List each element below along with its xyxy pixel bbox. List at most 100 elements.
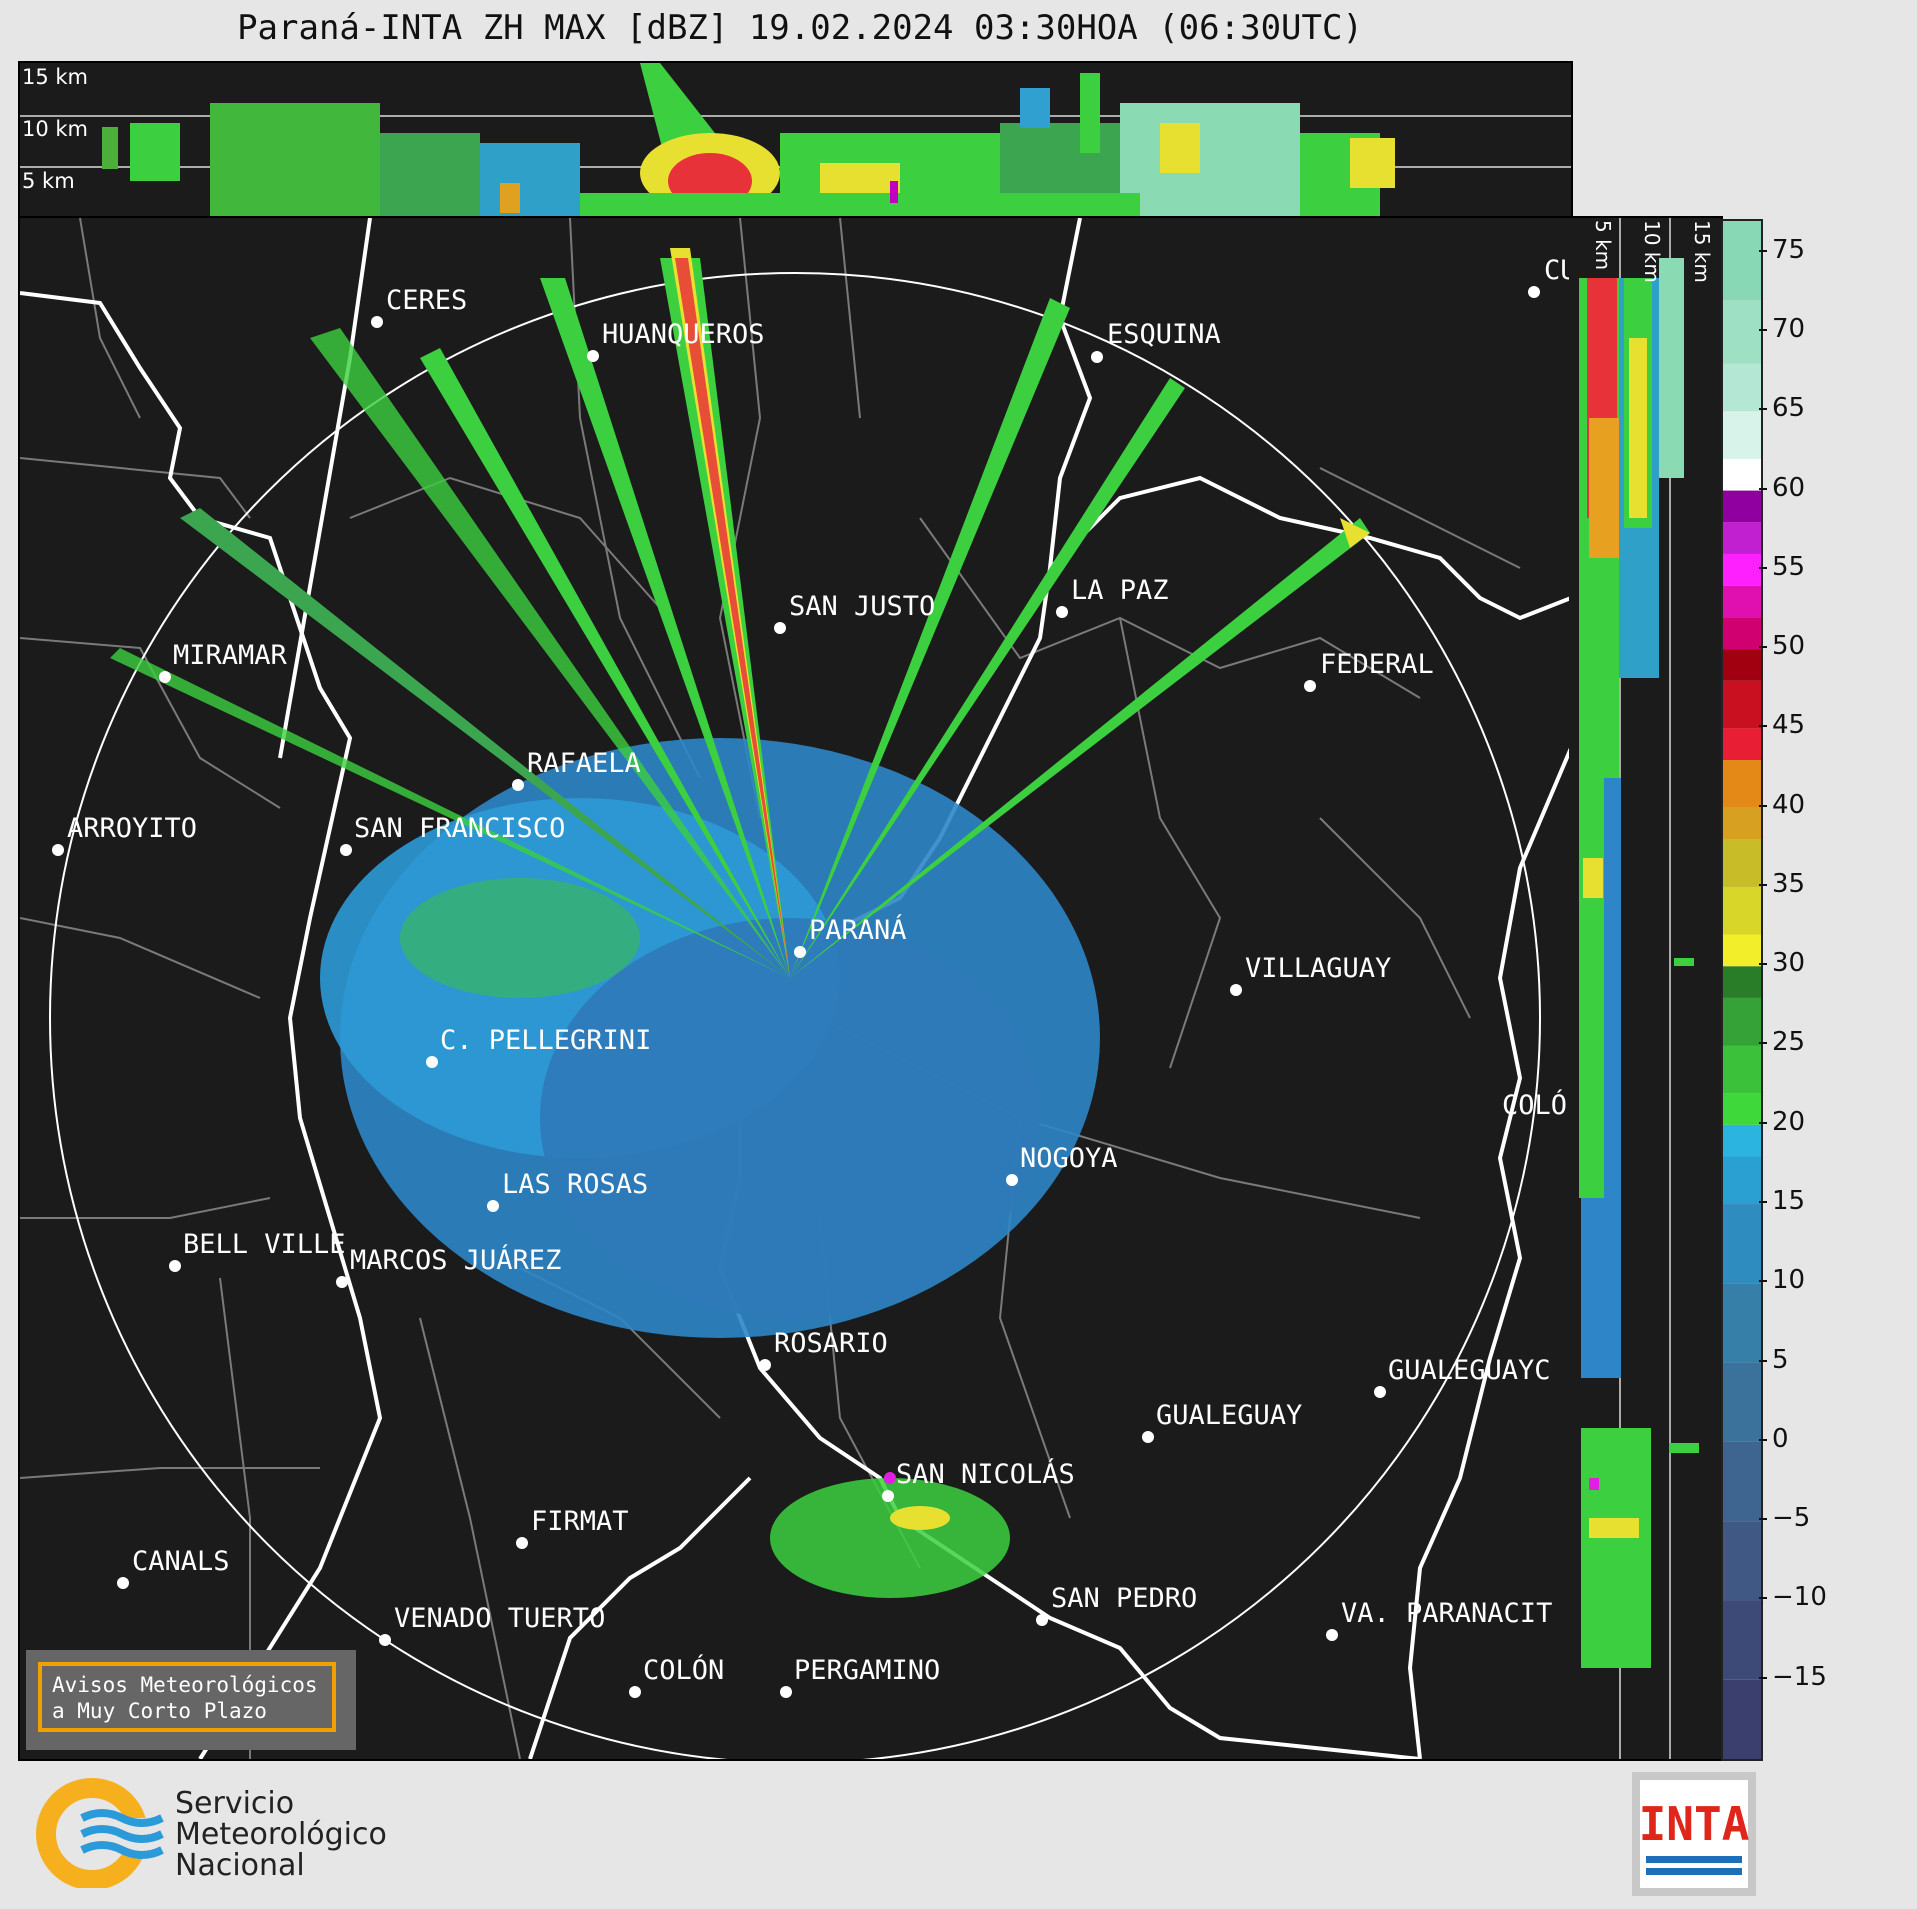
city-label-marcos-juarez: MARCOS JUÁREZ bbox=[350, 1244, 561, 1276]
colorbar-band bbox=[1723, 490, 1761, 523]
side-cross-section-svg bbox=[1579, 218, 1699, 1759]
colorbar-tick-label: 60 bbox=[1772, 472, 1806, 503]
height-label-15km: 15 km bbox=[22, 65, 89, 89]
colorbar-band bbox=[1723, 300, 1761, 364]
colorbar-band bbox=[1723, 1093, 1761, 1125]
colorbar-band bbox=[1723, 1679, 1761, 1759]
city-markers bbox=[52, 286, 1540, 1698]
city-label-san-francisco: SAN FRANCISCO bbox=[354, 813, 565, 844]
colorbar-band bbox=[1723, 839, 1761, 887]
colorbar-tick-label: 10 bbox=[1772, 1265, 1806, 1296]
city-label-parana: PARANÁ bbox=[809, 914, 907, 946]
colorbar-band bbox=[1723, 458, 1761, 491]
colorbar-band bbox=[1723, 807, 1761, 840]
warning-line-2: a Muy Corto Plazo bbox=[52, 1699, 267, 1723]
colorbar-tick-mark bbox=[1759, 725, 1767, 728]
city-label-huanqueros: HUANQUEROS bbox=[602, 319, 765, 350]
height-label-5km: 5 km bbox=[22, 169, 75, 193]
city-label-arroyito: ARROYITO bbox=[67, 813, 197, 844]
city-label-pergamino: PERGAMINO bbox=[794, 1655, 940, 1686]
colorbar-tick-label: −5 bbox=[1772, 1503, 1811, 1534]
city-label-nogoya: NOGOYA bbox=[1020, 1143, 1118, 1174]
colorbar-tick-mark bbox=[1759, 1359, 1767, 1362]
city-label-gualeguaychu: GUALEGUAYC bbox=[1388, 1355, 1551, 1386]
radar-map-svg: CERES HUANQUEROS ESQUINA CU SAN JUSTO LA… bbox=[20, 218, 1571, 1759]
colorbar-band bbox=[1723, 1204, 1761, 1284]
colorbar-tick-label: 35 bbox=[1772, 868, 1806, 899]
city-label-colon: COLÓN bbox=[643, 1654, 724, 1686]
city-label-cu: CU bbox=[1544, 255, 1571, 286]
colorbar-tick-mark bbox=[1759, 963, 1767, 966]
colorbar-band bbox=[1723, 1124, 1761, 1157]
city-label-gualeguay: GUALEGUAY bbox=[1156, 1400, 1302, 1431]
colorbar-tick-label: 55 bbox=[1772, 551, 1806, 582]
smn-line-1: Servicio bbox=[175, 1786, 295, 1821]
colorbar-tick-label: 30 bbox=[1772, 948, 1806, 979]
radar-map-panel: CERES HUANQUEROS ESQUINA CU SAN JUSTO LA… bbox=[18, 216, 1573, 1761]
colorbar-band bbox=[1723, 221, 1761, 301]
city-labels: CERES HUANQUEROS ESQUINA CU SAN JUSTO LA… bbox=[67, 255, 1571, 1686]
colorbar-band bbox=[1723, 966, 1761, 998]
smn-logo-text: Servicio Meteorológico Nacional bbox=[175, 1788, 387, 1881]
city-label-canals: CANALS bbox=[132, 1546, 230, 1577]
colorbar-band bbox=[1723, 886, 1761, 935]
city-label-esquina: ESQUINA bbox=[1107, 319, 1221, 350]
colorbar-band bbox=[1723, 680, 1761, 729]
city-label-san-nicolas: SAN NICOLÁS bbox=[896, 1458, 1075, 1490]
colorbar-band bbox=[1723, 1600, 1761, 1680]
colorbar-tick-mark bbox=[1759, 1518, 1767, 1521]
colorbar-band bbox=[1723, 1441, 1761, 1522]
colorbar-tick-label: 5 bbox=[1772, 1344, 1789, 1375]
city-label-firmat: FIRMAT bbox=[531, 1506, 629, 1537]
warning-box-frame: Avisos Meteorológicos a Muy Corto Plazo bbox=[38, 1662, 336, 1732]
colorbar-tick-label: 45 bbox=[1772, 710, 1806, 741]
colorbar-band bbox=[1723, 1156, 1761, 1205]
colorbar-band bbox=[1723, 1362, 1761, 1442]
colorbar-tick-label: 40 bbox=[1772, 789, 1806, 820]
colorbar-band bbox=[1723, 1521, 1761, 1601]
colorbar-band bbox=[1723, 760, 1761, 808]
colorbar-tick-mark bbox=[1759, 566, 1767, 569]
city-label-va-paranacito: VA. PARANACIT bbox=[1341, 1598, 1552, 1629]
inta-logo: INTA bbox=[1632, 1772, 1756, 1896]
colorbar-band bbox=[1723, 649, 1761, 681]
colorbar-tick-label: −15 bbox=[1772, 1661, 1827, 1692]
colorbar-tick-label: 25 bbox=[1772, 1027, 1806, 1058]
side-height-label-10km: 10 km bbox=[1640, 220, 1664, 283]
colorbar-tick-label: 75 bbox=[1772, 234, 1806, 265]
colorbar-tick-mark bbox=[1759, 328, 1767, 331]
colorbar-tick-mark bbox=[1759, 1121, 1767, 1124]
colorbar-tick-label: 15 bbox=[1772, 1186, 1806, 1217]
city-label-bell-ville: BELL VILLE bbox=[183, 1229, 346, 1260]
colorbar-tick-label: 65 bbox=[1772, 393, 1806, 424]
city-label-san-pedro: SAN PEDRO bbox=[1051, 1583, 1197, 1614]
colorbar-band bbox=[1723, 1045, 1761, 1094]
colorbar-tick-mark bbox=[1759, 1438, 1767, 1441]
city-label-venado-tuerto: VENADO TUERTO bbox=[394, 1603, 605, 1634]
colorbar-tick-mark bbox=[1759, 249, 1767, 252]
colorbar-tick-label: 50 bbox=[1772, 631, 1806, 662]
colorbar-band bbox=[1723, 553, 1761, 586]
dbz-colorbar bbox=[1721, 219, 1763, 1761]
colorbar-tick-mark bbox=[1759, 646, 1767, 649]
side-height-label-5km: 5 km bbox=[1591, 220, 1615, 271]
colorbar-tick-mark bbox=[1759, 1201, 1767, 1204]
colorbar-tick-mark bbox=[1759, 1280, 1767, 1283]
city-label-federal: FEDERAL bbox=[1320, 649, 1434, 680]
colorbar-tick-label: −10 bbox=[1772, 1582, 1827, 1613]
colorbar-band bbox=[1723, 522, 1761, 554]
colorbar-band bbox=[1723, 997, 1761, 1046]
colorbar-tick-mark bbox=[1759, 1676, 1767, 1679]
height-label-10km: 10 km bbox=[22, 117, 89, 141]
colorbar-tick-mark bbox=[1759, 804, 1767, 807]
colorbar-band bbox=[1723, 585, 1761, 618]
city-label-miramar: MIRAMAR bbox=[173, 640, 288, 671]
colorbar-tick-label: 20 bbox=[1772, 1106, 1806, 1137]
warning-line-1: Avisos Meteorológicos bbox=[52, 1673, 318, 1697]
smn-logo-icon bbox=[36, 1778, 175, 1890]
city-label-la-paz: LA PAZ bbox=[1071, 575, 1169, 606]
colorbar-band bbox=[1723, 1283, 1761, 1363]
city-label-rosario: ROSARIO bbox=[774, 1328, 888, 1359]
city-label-ceres: CERES bbox=[386, 285, 467, 316]
top-cross-section-svg bbox=[20, 63, 1571, 216]
